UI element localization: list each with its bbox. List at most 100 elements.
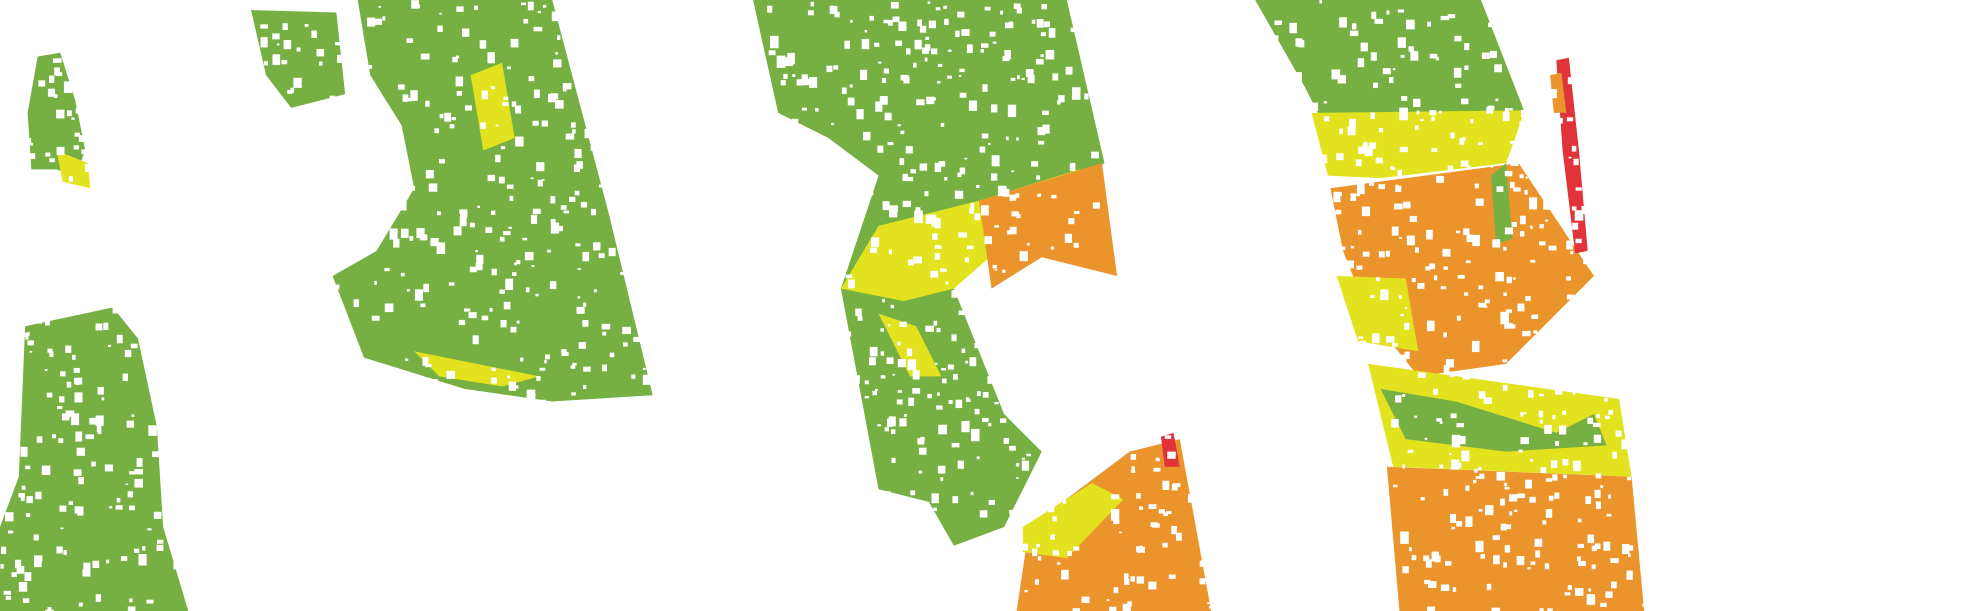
no-data-pixel (1195, 406, 1202, 414)
no-data-pixel (351, 93, 358, 98)
no-data-pixel (1322, 154, 1327, 161)
no-data-pixel (1062, 384, 1072, 394)
no-data-pixel (890, 1, 899, 9)
no-data-pixel (781, 584, 785, 587)
no-data-pixel (612, 606, 620, 611)
no-data-pixel (1106, 599, 1110, 602)
no-data-pixel (965, 397, 970, 400)
no-data-pixel (726, 191, 735, 201)
no-data-pixel (1034, 579, 1039, 585)
no-data-pixel (228, 517, 237, 524)
no-data-pixel (691, 169, 695, 172)
no-data-pixel (837, 344, 843, 352)
no-data-pixel (1199, 560, 1206, 567)
no-data-pixel (84, 163, 94, 173)
no-data-pixel (183, 324, 190, 330)
no-data-pixel (1093, 366, 1101, 373)
no-data-pixel (605, 73, 609, 78)
no-data-pixel (179, 53, 187, 63)
no-data-pixel (639, 328, 645, 336)
no-data-pixel (1621, 543, 1630, 555)
no-data-pixel (126, 420, 135, 428)
no-data-pixel (277, 109, 282, 113)
no-data-pixel (925, 325, 934, 332)
no-data-pixel (1450, 132, 1455, 139)
no-data-pixel (1630, 346, 1635, 352)
no-data-pixel (1284, 244, 1293, 252)
no-data-pixel (1281, 66, 1288, 72)
no-data-pixel (1642, 11, 1651, 23)
no-data-pixel (1094, 279, 1101, 288)
no-data-pixel (503, 96, 509, 101)
no-data-pixel (35, 491, 42, 500)
no-data-pixel (47, 302, 53, 308)
no-data-pixel (884, 112, 892, 121)
no-data-pixel (943, 5, 947, 9)
no-data-pixel (1015, 193, 1020, 198)
no-data-pixel (154, 14, 163, 26)
no-data-pixel (913, 256, 922, 264)
no-data-pixel (688, 510, 694, 517)
no-data-pixel (1612, 383, 1618, 388)
no-data-pixel (1011, 170, 1015, 173)
no-data-pixel (141, 81, 147, 87)
no-data-pixel (1531, 358, 1535, 362)
no-data-pixel (1539, 393, 1544, 397)
no-data-pixel (888, 19, 893, 26)
no-data-pixel (818, 219, 827, 225)
no-data-pixel (900, 588, 909, 596)
no-data-pixel (1209, 79, 1214, 87)
no-data-pixel (480, 122, 486, 129)
no-data-pixel (1539, 224, 1544, 229)
no-data-pixel (60, 527, 64, 530)
no-data-pixel (1568, 338, 1576, 344)
no-data-pixel (305, 598, 312, 603)
no-data-pixel (1229, 509, 1237, 516)
no-data-pixel (767, 5, 773, 13)
no-data-pixel (1051, 194, 1057, 199)
no-data-pixel (1368, 142, 1377, 149)
no-data-pixel (1478, 302, 1487, 308)
no-data-pixel (1317, 404, 1327, 416)
no-data-pixel (990, 104, 998, 113)
no-data-pixel (539, 609, 546, 611)
no-data-pixel (629, 254, 636, 258)
no-data-pixel (78, 253, 83, 257)
no-data-pixel (520, 550, 527, 558)
no-data-pixel (1571, 145, 1577, 152)
no-data-pixel (416, 522, 425, 529)
no-data-pixel (1374, 18, 1384, 24)
no-data-pixel (774, 426, 779, 434)
no-data-pixel (1251, 306, 1258, 312)
no-data-pixel (425, 170, 434, 179)
no-data-pixel (731, 470, 738, 478)
no-data-pixel (788, 575, 791, 579)
no-data-pixel (1015, 477, 1019, 479)
no-data-pixel (626, 526, 635, 535)
no-data-pixel (766, 311, 771, 318)
no-data-pixel (439, 113, 444, 119)
no-data-pixel (1199, 232, 1208, 238)
no-data-pixel (135, 301, 143, 310)
no-data-pixel (1411, 277, 1416, 283)
no-data-pixel (898, 21, 907, 31)
no-data-pixel (705, 138, 715, 144)
no-data-pixel (188, 77, 194, 87)
no-data-pixel (109, 506, 113, 509)
no-data-pixel (257, 331, 263, 336)
no-data-pixel (1121, 390, 1129, 399)
no-data-pixel (368, 230, 373, 236)
no-data-pixel (1212, 401, 1222, 413)
no-data-pixel (47, 348, 53, 353)
no-data-pixel (57, 406, 63, 410)
no-data-pixel (686, 178, 692, 184)
no-data-pixel (1199, 102, 1207, 109)
no-data-pixel (1378, 251, 1385, 258)
no-data-pixel (1096, 49, 1101, 54)
no-data-pixel (319, 61, 323, 66)
no-data-pixel (1052, 550, 1059, 556)
no-data-pixel (367, 220, 371, 225)
no-data-pixel (700, 411, 709, 423)
no-data-pixel (557, 608, 566, 611)
no-data-pixel (86, 0, 90, 6)
